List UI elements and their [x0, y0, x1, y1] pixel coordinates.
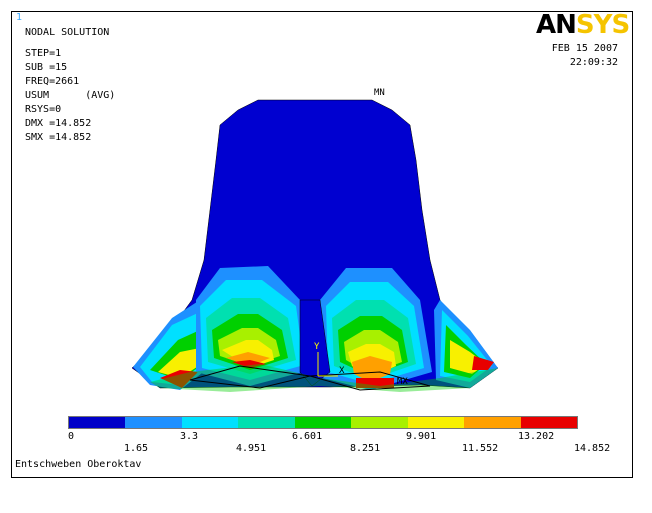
legend-tick-label: 8.251: [350, 443, 381, 454]
legend-band-6: [351, 417, 408, 428]
legend-tick-label: 3.3: [180, 431, 199, 442]
axis-x-label: X: [339, 366, 345, 376]
info-usum: USUM (AVG): [25, 90, 116, 101]
rim-edge-right: [309, 371, 431, 391]
legend-tick-label: 6.601: [292, 431, 323, 442]
legend-band-9: [520, 417, 577, 428]
info-step: STEP=1: [25, 48, 62, 59]
legend-tick-label: 11.552: [462, 443, 499, 454]
legend-band-4: [238, 417, 295, 428]
plot-caption: Entschweben Oberoktav: [15, 459, 142, 470]
legend-tick-label: 9.901: [406, 431, 437, 442]
date-label: FEB 15 2007: [551, 43, 618, 54]
info-dmx: DMX =14.852: [25, 118, 92, 129]
lobe-left-outer: [133, 300, 206, 390]
info-title: NODAL SOLUTION: [25, 27, 110, 38]
lobe-left-main: [196, 266, 310, 386]
lobe-right-outer: [434, 300, 498, 388]
window-number: 1: [16, 12, 23, 23]
mn-marker: MN: [374, 88, 385, 98]
ansys-logo: ANSYS: [536, 10, 630, 40]
lobe-right-main: [320, 268, 432, 390]
legend-band-8: [464, 417, 521, 428]
legend-tick-label: 1.65: [124, 443, 149, 454]
legend-tick-label: 4.951: [236, 443, 267, 454]
legend-band-3: [181, 417, 239, 428]
info-freq: FREQ=2661: [25, 76, 80, 87]
legend-band-7: [407, 417, 465, 428]
info-rsys: RSYS=0: [25, 104, 62, 115]
contour-legend-bar: [68, 416, 578, 429]
mx-marker: MX: [397, 377, 408, 387]
legend-band-1: [69, 417, 126, 428]
axis-y-label: Y: [314, 342, 320, 352]
legend-tick-label: 0: [68, 431, 75, 442]
legend-tick-label: 14.852: [574, 443, 611, 454]
info-smx: SMX =14.852: [25, 132, 92, 143]
info-sub: SUB =15: [25, 62, 68, 73]
legend-tick-label: 13.202: [518, 431, 555, 442]
legend-band-2: [125, 417, 182, 428]
time-label: 22:09:32: [569, 57, 618, 68]
legend-band-5: [294, 417, 352, 428]
